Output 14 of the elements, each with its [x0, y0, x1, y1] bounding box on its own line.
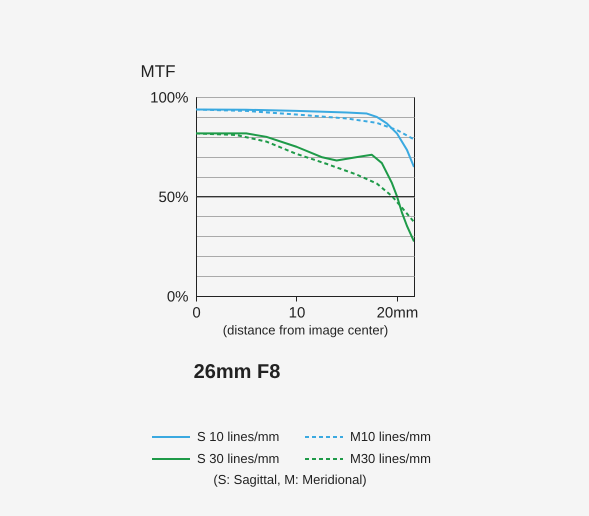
y-tick-label: 100%: [150, 90, 188, 106]
y-tick-label: 0%: [166, 288, 188, 306]
legend-label: S 30 lines/mm: [197, 451, 280, 466]
legend-label: M10 lines/mm: [350, 429, 431, 444]
x-axis-title: (distance from image center): [222, 322, 388, 338]
legend-label: S 10 lines/mm: [197, 429, 280, 444]
y-tick-label: 50%: [158, 189, 188, 206]
x-tick-label: 0: [192, 304, 201, 322]
text: (S: Sagittal, M: Meridional): [213, 472, 367, 487]
chart-title: MTF: [140, 62, 176, 81]
text: 26mm F8: [194, 361, 280, 383]
legend-label: M30 lines/mm: [350, 451, 431, 466]
x-tick-label: 20mm: [376, 304, 418, 322]
x-tick-label: 10: [288, 304, 306, 322]
